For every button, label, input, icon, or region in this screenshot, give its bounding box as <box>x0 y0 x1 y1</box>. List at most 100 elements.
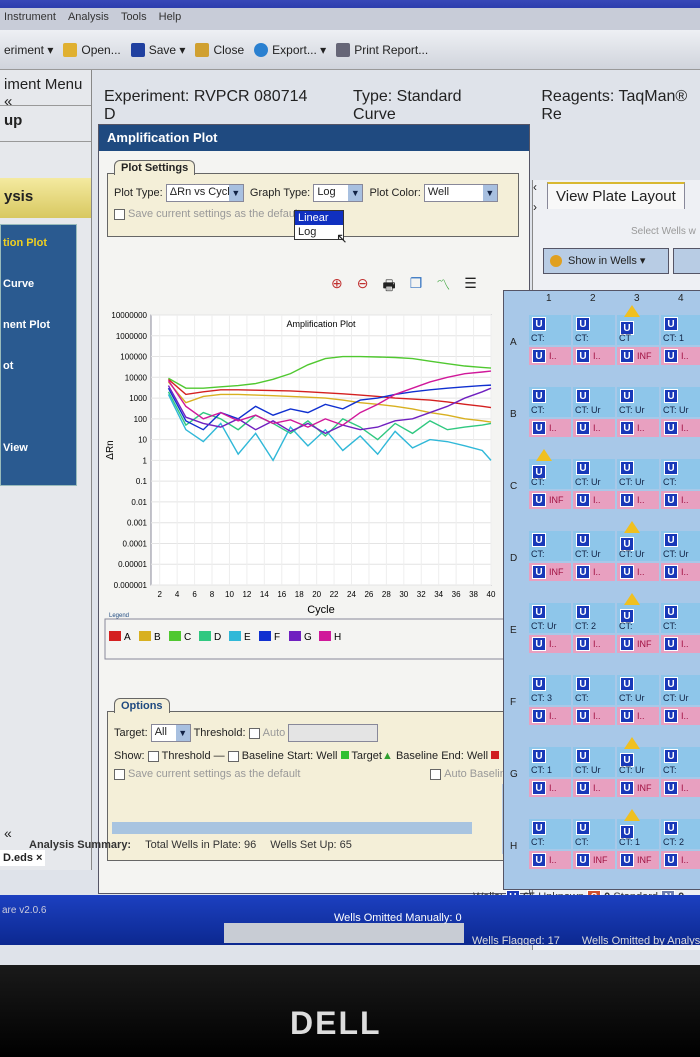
target-select[interactable]: All ▼ <box>150 724 191 742</box>
menu-tools[interactable]: Tools <box>120 11 147 23</box>
close-button[interactable]: Close <box>195 42 244 57</box>
option-linear[interactable]: Linear <box>295 211 343 225</box>
well[interactable]: U CT: Ur U I.. <box>616 381 660 451</box>
zoom-out-icon[interactable]: ⊖ <box>356 275 369 291</box>
well[interactable]: U CT U INF <box>616 305 660 379</box>
printer-icon <box>336 42 351 57</box>
well[interactable]: U CT: 2 U I.. <box>660 813 700 883</box>
well[interactable]: U CT: U I.. <box>528 309 572 379</box>
sidebar-item-amplification-plot[interactable]: tion Plot <box>3 237 47 249</box>
well[interactable]: U CT: Ur U I.. <box>572 525 616 595</box>
well[interactable]: U CT: Ur U INF <box>616 737 660 811</box>
copy-icon[interactable]: ❐ <box>409 275 423 291</box>
well[interactable]: U CT: Ur U I.. <box>660 669 700 739</box>
row-header: G <box>510 769 518 780</box>
well[interactable]: U CT: Ur U I.. <box>528 597 572 667</box>
plot-type-select[interactable]: ΔRn vs Cycle ▼ <box>165 184 244 202</box>
unknown-task-icon: U <box>664 749 678 763</box>
well[interactable]: U CT: 1 U I.. <box>660 309 700 379</box>
collapse-sidebar-button[interactable]: « <box>4 825 12 841</box>
options-save-default-checkbox[interactable] <box>114 768 125 780</box>
unknown-task-icon: U <box>532 749 546 763</box>
sidebar-item-view[interactable]: View <box>3 442 28 454</box>
well[interactable]: U CT: U I.. <box>528 381 572 451</box>
show-threshold-checkbox[interactable] <box>147 750 159 762</box>
column-header: 1 <box>546 293 552 304</box>
legend-icon[interactable]: ☰ <box>464 275 477 291</box>
print-icon[interactable]: 🖶 <box>382 277 396 293</box>
plate-view-button[interactable] <box>673 248 700 274</box>
well[interactable]: U CT: 1 U INF <box>616 809 660 883</box>
export-button[interactable]: Export... ▾ <box>254 42 326 57</box>
well[interactable]: U CT: 1 U I.. <box>528 741 572 811</box>
option-log[interactable]: Log <box>298 226 317 238</box>
well[interactable]: U CT: U I.. <box>660 453 700 523</box>
save-button[interactable]: Save ▾ <box>130 42 185 57</box>
well[interactable]: U CT: 2 U I.. <box>572 597 616 667</box>
show-in-wells-button[interactable]: Show in Wells ▾ <box>543 248 669 274</box>
menu-help[interactable]: Help <box>158 11 182 23</box>
print-report-button[interactable]: Print Report... <box>336 42 428 57</box>
tab-view-plate-layout[interactable]: View Plate Layout <box>547 182 685 209</box>
show-baseline-checkbox[interactable] <box>227 750 239 762</box>
auto-baseline-label: Auto Baseline <box>444 768 512 780</box>
well-ct: CT: <box>531 549 545 559</box>
well[interactable]: U CT: Ur U I.. <box>616 453 660 523</box>
options-tab[interactable]: Options <box>114 698 170 713</box>
file-tab[interactable]: D.eds × <box>0 850 46 866</box>
unknown-task-icon: U <box>576 709 590 723</box>
well[interactable]: U CT: Ur U I.. <box>572 453 616 523</box>
well[interactable]: U CT: Ur U I.. <box>572 381 616 451</box>
threshold-input[interactable] <box>288 724 379 742</box>
series-line-E <box>167 394 492 462</box>
plot-color-select[interactable]: Well ▼ <box>423 184 498 202</box>
well[interactable]: U CT: U I.. <box>572 669 616 739</box>
experiment-button[interactable]: eriment ▾ <box>4 43 53 57</box>
save-default-checkbox[interactable] <box>114 208 125 220</box>
horizontal-scrollbar[interactable] <box>112 822 472 834</box>
well[interactable]: U CT: U INF <box>528 525 572 595</box>
well[interactable]: U CT: U INF <box>616 593 660 667</box>
well[interactable]: U CT: Ur U I.. <box>616 669 660 739</box>
auto-threshold-checkbox[interactable] <box>248 727 260 739</box>
well[interactable]: U CT: Ur U I.. <box>572 741 616 811</box>
plot-color-label: Plot Color: <box>369 186 421 199</box>
well[interactable]: U CT: Ur U I.. <box>660 381 700 451</box>
well[interactable]: U CT: U I.. <box>528 813 572 883</box>
well[interactable]: U CT: 3 U I.. <box>528 669 572 739</box>
well[interactable]: U CT: U INF <box>572 813 616 883</box>
sidebar-item-standard-curve[interactable]: Curve <box>3 278 35 290</box>
well-ct: CT: 2 <box>663 837 685 847</box>
chart-icon[interactable]: 〽 <box>436 277 451 293</box>
sidebar-item-component-plot[interactable]: nent Plot <box>3 319 51 331</box>
well[interactable]: U CT: U I.. <box>660 597 700 667</box>
well[interactable]: U CT: U I.. <box>572 309 616 379</box>
expand-right-button[interactable]: › <box>533 200 537 214</box>
well-ct: CT: 1 <box>531 765 553 775</box>
wells-omitted-manually: Wells Omitted Manually: 0 <box>334 912 462 924</box>
sidebar-setup[interactable]: up <box>0 106 91 142</box>
auto-baseline-checkbox[interactable] <box>430 768 442 780</box>
x-tick-label: 32 <box>417 590 426 599</box>
menu-instrument[interactable]: Instrument <box>4 11 56 23</box>
unknown-task-icon: U <box>576 493 590 507</box>
sidebar-item-blank[interactable] <box>3 401 76 442</box>
unknown-task-icon: U <box>664 821 678 835</box>
menu-analysis[interactable]: Analysis <box>67 11 109 23</box>
graph-type-select[interactable]: Log ▼ <box>313 184 364 202</box>
collapse-left-button[interactable]: ‹ <box>533 180 537 194</box>
sidebar-analysis[interactable]: ysis <box>0 178 91 218</box>
experiment-menu-title[interactable]: iment Menu « <box>0 70 91 110</box>
open-button[interactable]: Open... <box>63 42 121 57</box>
experiment-header: Experiment: RVPCR 080714 D Type: Standar… <box>104 88 700 124</box>
zoom-in-icon[interactable]: ⊕ <box>331 275 343 291</box>
well[interactable]: U CT: Ur U I.. <box>616 521 660 595</box>
plot-settings-tab[interactable]: Plot Settings <box>114 160 196 175</box>
well[interactable]: U CT: Ur U I.. <box>660 525 700 595</box>
sidebar-item-plot[interactable]: ot <box>3 360 14 372</box>
well-task-label: I.. <box>681 711 689 721</box>
well[interactable]: U CT: U INF <box>528 449 572 523</box>
plot-settings-group: Plot Settings Plot Type: ΔRn vs Cycle ▼ G… <box>107 160 519 246</box>
well[interactable]: U CT: U I.. <box>660 741 700 811</box>
unknown-task-icon: U <box>576 421 590 435</box>
